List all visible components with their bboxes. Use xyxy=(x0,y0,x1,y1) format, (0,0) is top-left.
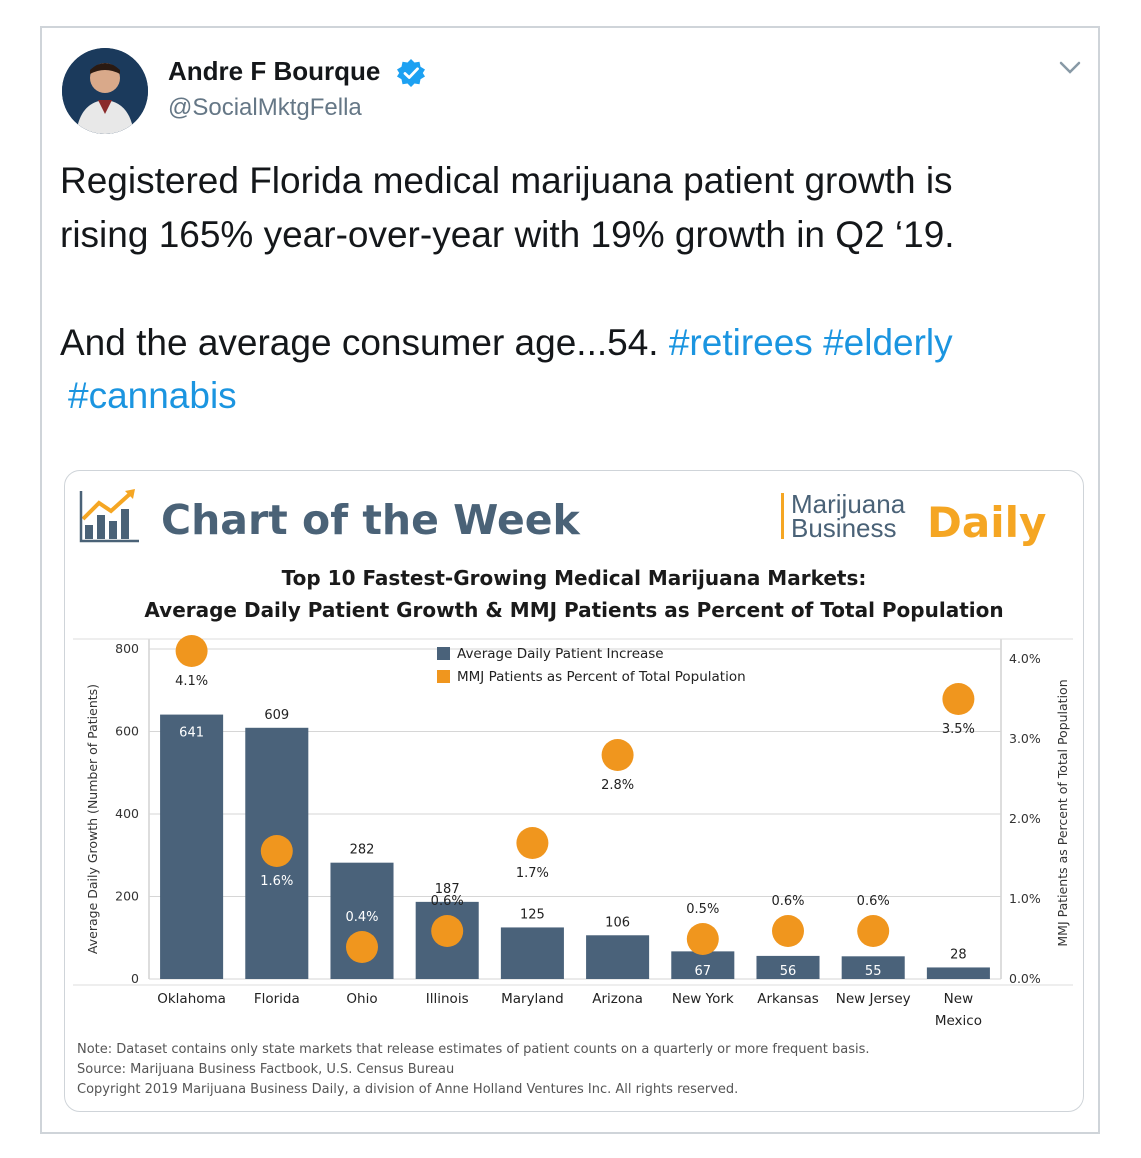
brand-daily: Daily xyxy=(927,498,1046,547)
tweet-text-line: #cannabis xyxy=(68,375,237,417)
y-tick-label: 0 xyxy=(131,971,139,986)
brand-line1: Marijuana xyxy=(791,489,906,519)
bar xyxy=(671,951,735,979)
percent-dot xyxy=(431,915,464,947)
hashtag-cannabis[interactable]: #cannabis xyxy=(68,375,237,416)
category-label: Mexico xyxy=(935,1013,982,1029)
bar xyxy=(160,714,224,979)
bar-chart-trend-icon xyxy=(79,489,139,543)
bar xyxy=(926,967,990,979)
y2-tick-label: 4.0% xyxy=(1009,651,1041,666)
y2-tick-label: 2.0% xyxy=(1009,811,1041,826)
dot-value-label: 0.6% xyxy=(431,894,464,909)
percent-dot xyxy=(346,931,378,963)
category-label: New York xyxy=(672,991,734,1007)
chart-header-title: Chart of the Week xyxy=(161,496,582,544)
bar-value-label: 28 xyxy=(950,947,967,962)
legend-swatch-bars xyxy=(437,647,450,660)
bar xyxy=(586,935,650,979)
brand-line2: Business xyxy=(791,513,897,543)
percent-dot xyxy=(516,827,549,859)
brand-divider xyxy=(781,493,784,539)
chart-note: Note: Dataset contains only state market… xyxy=(77,1042,869,1057)
tweet-card: Andre F Bourque @SocialMktgFella Registe… xyxy=(40,26,1100,1134)
dot-value-label: 0.6% xyxy=(857,894,890,909)
dot-value-label: 3.5% xyxy=(942,722,975,737)
hashtag-elderly[interactable]: #elderly xyxy=(823,322,953,363)
y-tick-label: 800 xyxy=(115,641,139,656)
author-name[interactable]: Andre F Bourque xyxy=(168,56,381,86)
y2-axis-label: MMJ Patients as Percent of Total Populat… xyxy=(1055,679,1070,946)
category-label: New Jersey xyxy=(836,991,911,1007)
verified-badge-icon xyxy=(397,59,425,87)
category-label: New xyxy=(944,991,973,1007)
bar-value-label: 125 xyxy=(520,907,545,922)
category-label: Florida xyxy=(254,991,300,1007)
bar-value-label: 106 xyxy=(605,915,630,930)
dot-value-label: 2.8% xyxy=(601,778,634,793)
y-tick-label: 600 xyxy=(115,724,139,739)
chevron-down-icon[interactable] xyxy=(1056,58,1084,78)
dot-value-label: 0.4% xyxy=(345,910,378,925)
percent-dot xyxy=(260,835,293,867)
percent-dot xyxy=(601,739,634,771)
y2-tick-label: 3.0% xyxy=(1009,731,1041,746)
category-label: Maryland xyxy=(501,991,564,1007)
bar-value-label: 67 xyxy=(695,964,712,979)
bar xyxy=(500,927,564,979)
bar xyxy=(756,955,820,979)
tweet-text: And the average consumer age...54. xyxy=(60,322,659,363)
y-tick-label: 200 xyxy=(115,889,139,904)
bar-value-label: 56 xyxy=(780,964,797,979)
chart-title: Top 10 Fastest-Growing Medical Marijuana… xyxy=(282,566,867,590)
bar-value-label: 55 xyxy=(865,964,882,979)
dot-value-label: 0.6% xyxy=(771,894,804,909)
category-label: Oklahoma xyxy=(157,991,226,1007)
legend-label-bars: Average Daily Patient Increase xyxy=(457,646,664,662)
y2-tick-label: 0.0% xyxy=(1009,971,1041,986)
percent-dot xyxy=(942,683,975,715)
tweet-text-line: And the average consumer age...54. #reti… xyxy=(60,322,953,364)
dot-value-label: 1.6% xyxy=(260,874,293,889)
legend-label-dots: MMJ Patients as Percent of Total Populat… xyxy=(457,669,746,685)
category-label: Arizona xyxy=(592,991,643,1007)
percent-dot xyxy=(175,635,208,667)
y-axis-label: Average Daily Growth (Number of Patients… xyxy=(85,684,100,954)
bar-value-label: 282 xyxy=(350,843,375,858)
bar xyxy=(841,956,905,979)
y-tick-label: 400 xyxy=(115,806,139,821)
bar-value-label: 187 xyxy=(435,882,460,897)
chart-copyright: Copyright 2019 Marijuana Business Daily,… xyxy=(77,1082,738,1097)
chart-subtitle: Average Daily Patient Growth & MMJ Patie… xyxy=(144,598,1003,622)
author-handle[interactable]: @SocialMktgFella xyxy=(168,94,362,121)
chart-image-card[interactable]: Chart of the Week Marijuana Business Dai… xyxy=(64,470,1084,1112)
bar-value-label: 609 xyxy=(264,708,289,723)
dot-value-label: 1.7% xyxy=(516,866,549,881)
category-label: Illinois xyxy=(426,991,469,1007)
percent-dot xyxy=(772,915,804,947)
chart-source: Source: Marijuana Business Factbook, U.S… xyxy=(77,1062,454,1077)
dot-value-label: 4.1% xyxy=(175,674,208,689)
tweet-text-line: rising 165% year-over-year with 19% grow… xyxy=(60,214,955,255)
avatar[interactable] xyxy=(62,48,148,134)
tweet-text-line: Registered Florida medical marijuana pat… xyxy=(60,160,953,201)
hashtag-retirees[interactable]: #retirees xyxy=(668,322,813,363)
dot-value-label: 0.5% xyxy=(686,902,719,917)
percent-dot xyxy=(857,915,890,947)
chart: Chart of the Week Marijuana Business Dai… xyxy=(73,489,1073,1097)
percent-dot xyxy=(686,923,719,955)
y2-tick-label: 1.0% xyxy=(1009,891,1041,906)
category-label: Ohio xyxy=(346,991,377,1007)
legend-swatch-dots xyxy=(437,670,450,683)
bar-value-label: 641 xyxy=(179,726,204,741)
category-label: Arkansas xyxy=(757,991,819,1007)
